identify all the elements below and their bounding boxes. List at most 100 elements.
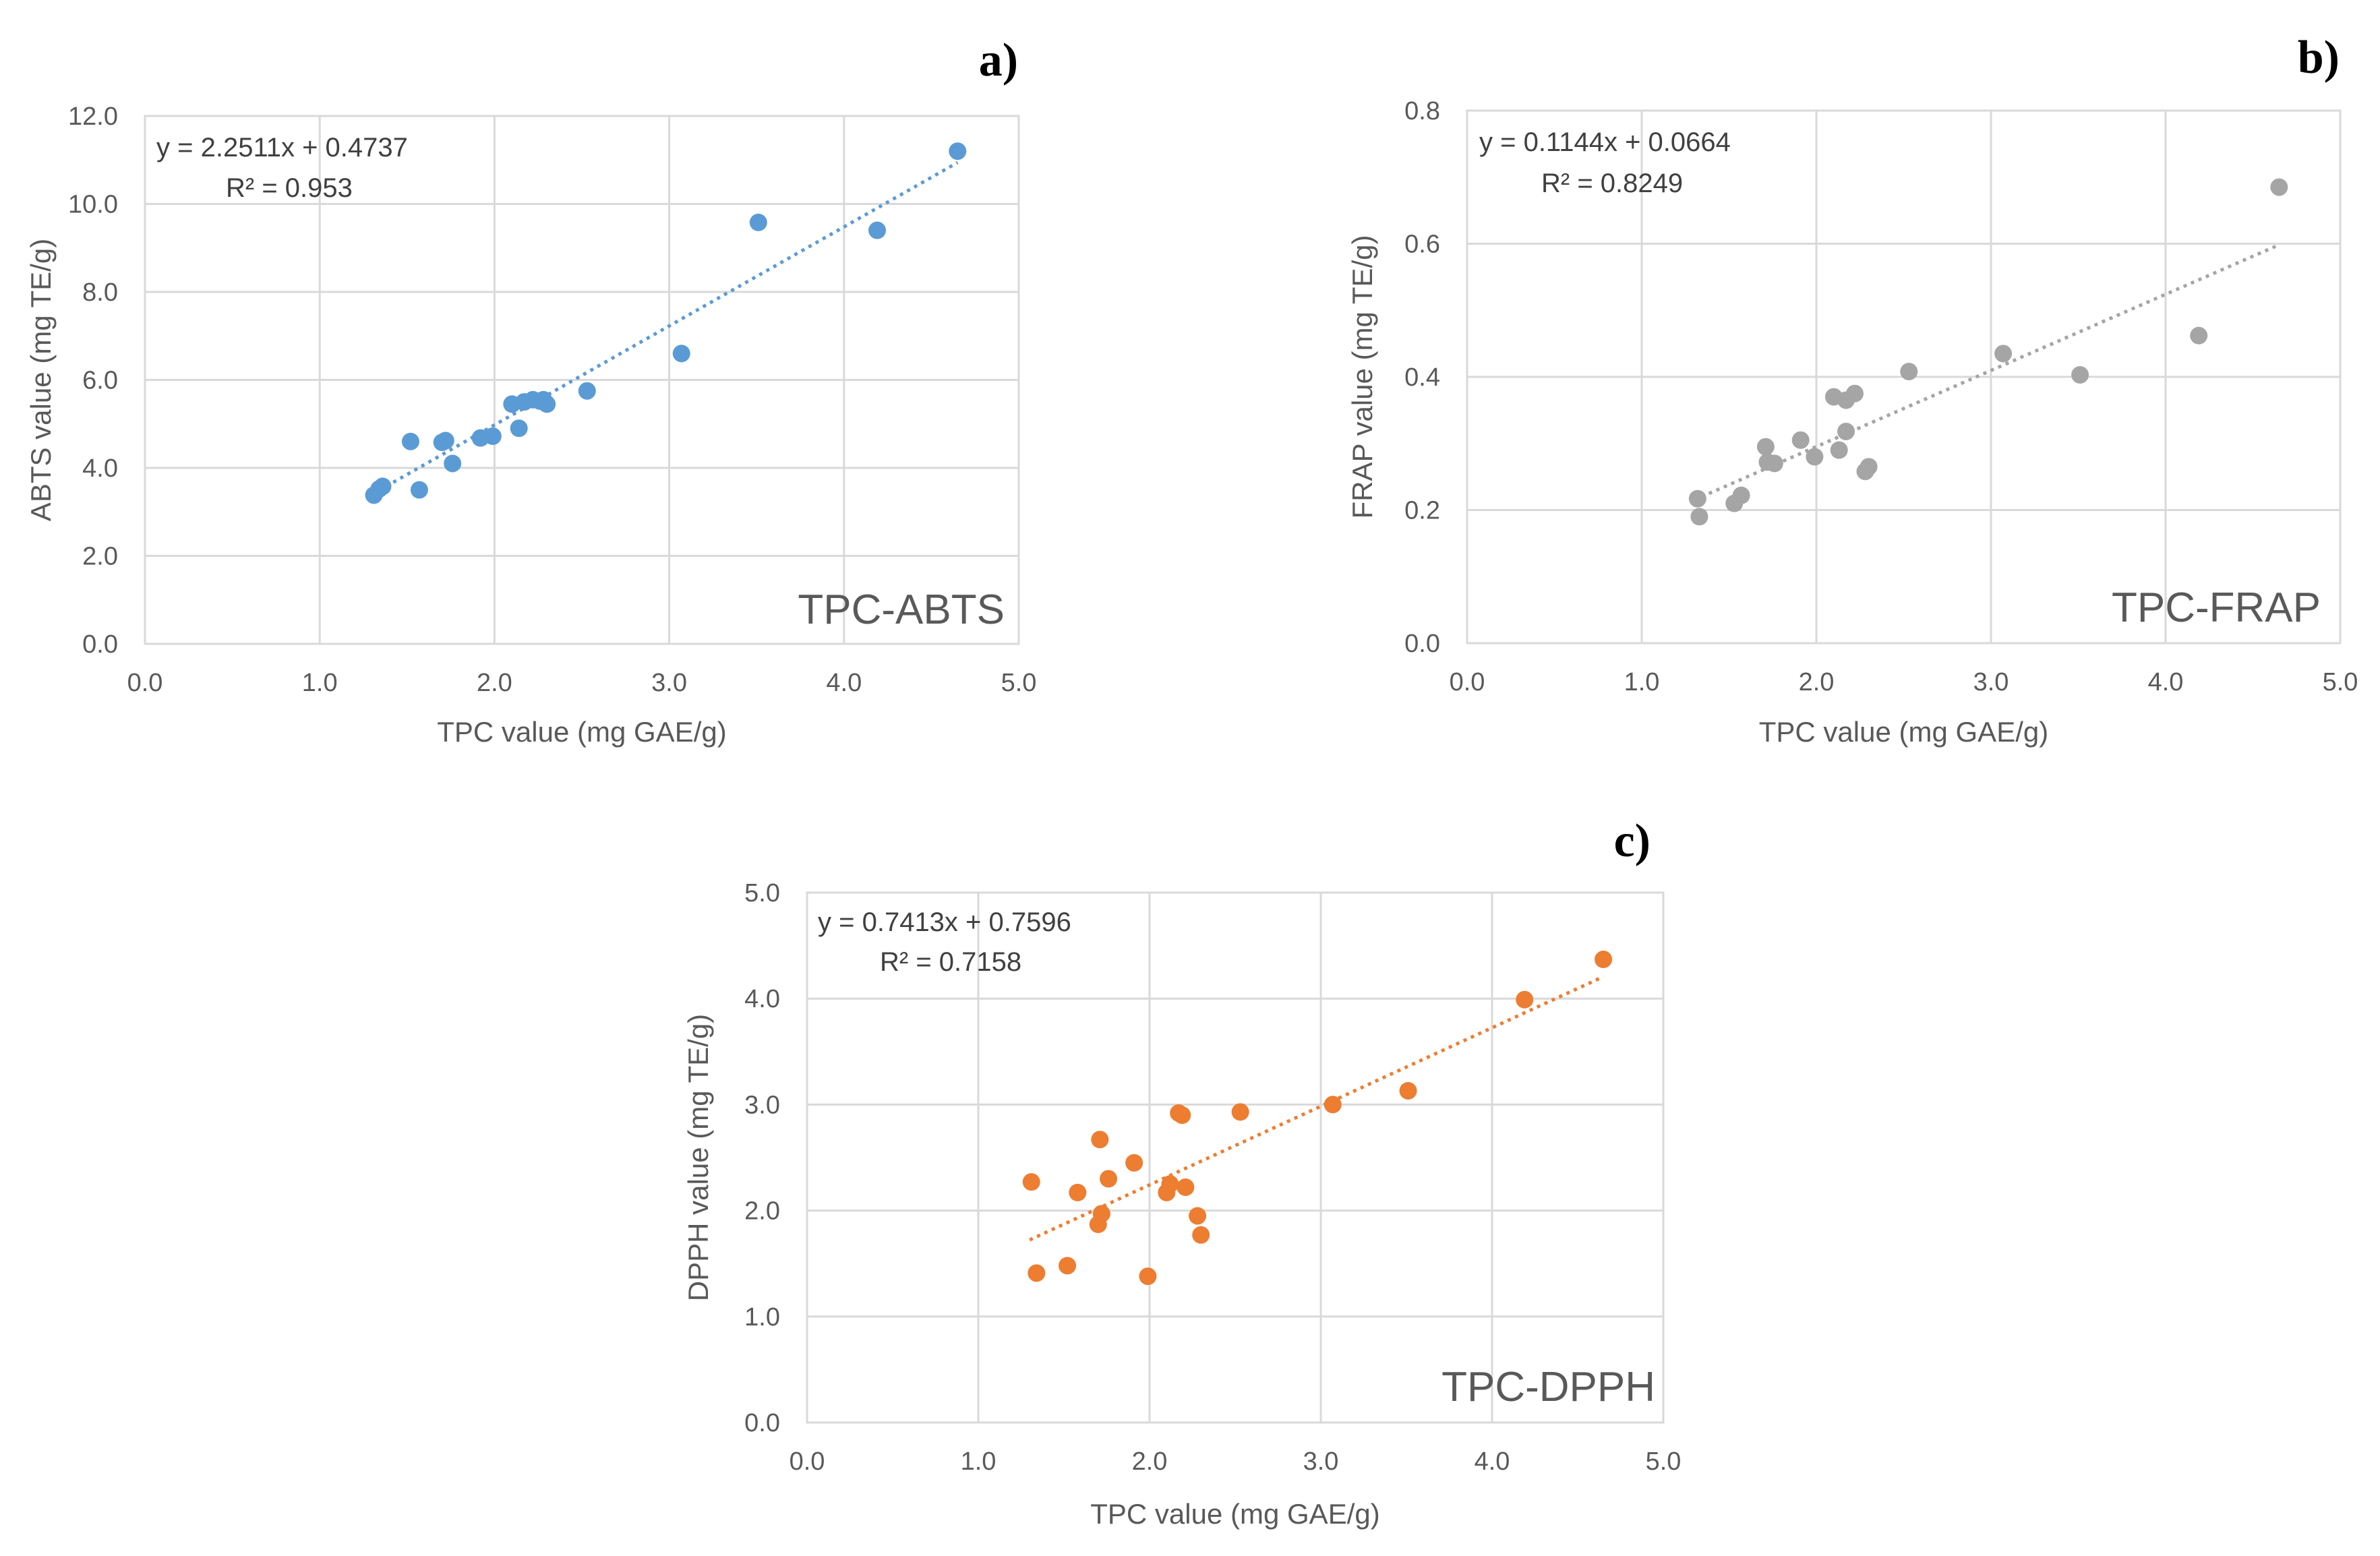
y-tick-label: 0.0 bbox=[744, 1409, 780, 1437]
y-tick-label: 0.0 bbox=[82, 630, 118, 659]
y-tick-label: 5.0 bbox=[744, 879, 780, 907]
x-axis-label: TPC value (mg GAE/g) bbox=[1090, 1498, 1379, 1530]
data-point bbox=[1516, 990, 1534, 1009]
x-tick-label: 1.0 bbox=[302, 669, 338, 697]
data-point bbox=[1399, 1081, 1417, 1100]
y-tick-label: 2.0 bbox=[82, 543, 118, 571]
data-point bbox=[1756, 438, 1775, 456]
chart-abts: 0.0 1.0 2.0 3.0 4.0 5.0 0.0 2.0 4.0 6.0 8.0 10.0 12.… bbox=[25, 34, 1036, 748]
data-point bbox=[436, 431, 454, 450]
y-tick-label: 0.4 bbox=[1404, 363, 1440, 392]
data-point bbox=[1595, 951, 1613, 969]
r-squared: R² = 0.953 bbox=[226, 173, 353, 203]
data-point bbox=[578, 382, 596, 400]
x-tick-label: 5.0 bbox=[1646, 1447, 1682, 1476]
data-point bbox=[510, 419, 528, 438]
x-tick-label: 1.0 bbox=[961, 1447, 996, 1476]
r-squared: R² = 0.7158 bbox=[880, 947, 1021, 977]
data-point bbox=[1830, 441, 1848, 459]
data-point bbox=[1845, 384, 1864, 402]
trend-equation: y = 0.1144x + 0.0664 bbox=[1479, 127, 1731, 157]
data-point bbox=[1100, 1170, 1118, 1188]
x-axis-label: TPC value (mg GAE/g) bbox=[1759, 716, 2048, 748]
y-axis-label: FRAP value (mg TE/g) bbox=[1346, 235, 1378, 519]
x-tick-label: 3.0 bbox=[651, 669, 687, 697]
data-point bbox=[1765, 454, 1783, 473]
data-point bbox=[2190, 326, 2208, 345]
data-point bbox=[1837, 422, 1855, 440]
trendline bbox=[1693, 243, 2280, 502]
data-point bbox=[1022, 1173, 1040, 1191]
data-point bbox=[1161, 1175, 1179, 1193]
y-axis-label: ABTS value (mg TE/g) bbox=[25, 239, 57, 521]
x-tick-label: 3.0 bbox=[1303, 1447, 1339, 1476]
y-tick-label: 4.0 bbox=[82, 454, 118, 483]
data-point bbox=[1231, 1103, 1249, 1121]
y-tick-label: 4.0 bbox=[744, 985, 780, 1013]
y-axis-label: DPPH value (mg TE/g) bbox=[682, 1014, 714, 1301]
data-point bbox=[410, 481, 428, 499]
trend-equation: y = 2.2511x + 0.4737 bbox=[156, 133, 408, 162]
data-point bbox=[1092, 1205, 1110, 1223]
data-point bbox=[1690, 508, 1708, 526]
x-tick-label: 3.0 bbox=[1973, 668, 2009, 696]
trendline bbox=[1029, 975, 1605, 1242]
x-axis-label: TPC value (mg GAE/g) bbox=[437, 716, 726, 748]
y-tick-label: 10.0 bbox=[68, 191, 118, 219]
chart-tag: TPC-ABTS bbox=[798, 587, 1005, 633]
y-tick-label: 3.0 bbox=[744, 1091, 780, 1119]
r-squared: R² = 0.8249 bbox=[1541, 169, 1683, 198]
x-tick-label: 1.0 bbox=[1624, 668, 1660, 696]
x-tick-label: 4.0 bbox=[1475, 1447, 1510, 1476]
data-point bbox=[1177, 1178, 1195, 1197]
chart-frap: 0.0 1.0 2.0 3.0 4.0 5.0 0.0 0.2 0.4 0.6 0.8 y = 0.1… bbox=[1346, 32, 2358, 748]
y-tick-label: 0.8 bbox=[1404, 97, 1440, 125]
y-tick-label: 6.0 bbox=[82, 367, 118, 395]
data-point bbox=[1189, 1207, 1207, 1225]
data-point bbox=[538, 395, 556, 413]
data-point bbox=[1806, 448, 1824, 466]
x-tick-label: 5.0 bbox=[2323, 668, 2358, 696]
data-point bbox=[1860, 458, 1878, 476]
data-point bbox=[401, 432, 419, 450]
data-point bbox=[1192, 1226, 1210, 1244]
data-point bbox=[1732, 486, 1750, 504]
x-tick-label: 5.0 bbox=[1001, 669, 1037, 697]
data-point bbox=[1900, 363, 1918, 381]
data-point bbox=[2270, 178, 2288, 196]
y-tick-label: 0.2 bbox=[1404, 497, 1440, 525]
trend-equation: y = 0.7413x + 0.7596 bbox=[818, 907, 1071, 937]
x-tick-label: 0.0 bbox=[790, 1447, 825, 1476]
x-tick-label: 2.0 bbox=[1132, 1447, 1168, 1476]
y-tick-label: 12.0 bbox=[68, 102, 118, 131]
data-point bbox=[868, 221, 887, 239]
data-point bbox=[1125, 1154, 1143, 1172]
x-tick-label: 2.0 bbox=[477, 669, 512, 697]
data-point bbox=[949, 142, 967, 160]
chart-dpph: 0.0 1.0 2.0 3.0 4.0 5.0 0.0 1.0 2.0 3.0 4.0 5.0 y = … bbox=[682, 815, 1681, 1530]
data-point bbox=[1173, 1106, 1191, 1125]
data-point bbox=[483, 427, 502, 446]
panel-label: c) bbox=[1614, 815, 1650, 867]
data-point bbox=[1069, 1183, 1087, 1201]
x-tick-label: 0.0 bbox=[1450, 668, 1485, 696]
data-point bbox=[749, 213, 767, 231]
data-point bbox=[1688, 489, 1706, 508]
y-tick-label: 8.0 bbox=[82, 278, 118, 307]
data-point bbox=[1028, 1264, 1046, 1282]
y-tick-label: 1.0 bbox=[744, 1303, 780, 1331]
data-point bbox=[1139, 1267, 1157, 1286]
x-tick-label: 4.0 bbox=[826, 669, 862, 697]
panel-label: a) bbox=[979, 34, 1018, 86]
trendline bbox=[371, 160, 959, 496]
y-tick-label: 0.0 bbox=[1404, 630, 1440, 658]
y-tick-label: 0.6 bbox=[1404, 231, 1440, 259]
data-point bbox=[2071, 366, 2089, 384]
data-point bbox=[444, 454, 462, 473]
data-point bbox=[1091, 1131, 1109, 1149]
x-tick-label: 2.0 bbox=[1799, 668, 1835, 696]
y-tick-label: 2.0 bbox=[744, 1197, 780, 1226]
chart-tag: TPC-FRAP bbox=[2112, 585, 2321, 631]
data-point bbox=[1323, 1096, 1342, 1114]
